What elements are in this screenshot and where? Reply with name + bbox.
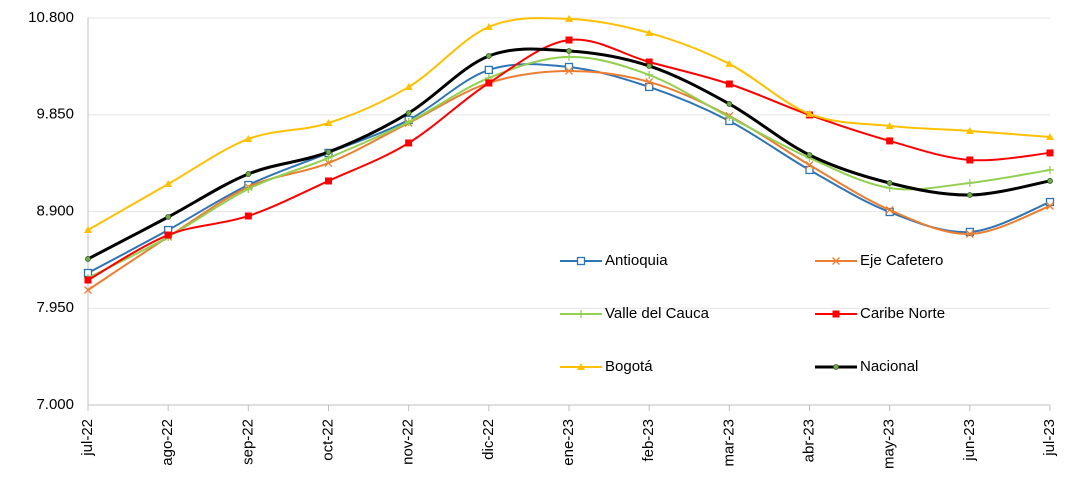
marker [84,286,92,294]
marker [645,28,654,36]
marker [565,14,573,22]
marker [324,153,333,162]
marker [566,48,572,54]
marker [485,79,493,87]
x-tick-label: may-23 [881,419,898,469]
marker [725,112,734,121]
legend-label: Caribe Norte [860,305,945,322]
marker [564,62,574,72]
marker [404,82,413,90]
legend-label: Nacional [860,358,918,375]
marker [1046,149,1054,157]
marker [1046,165,1054,174]
marker [645,82,654,92]
series-line [87,47,1051,261]
marker [577,363,585,370]
legend-label: Bogotá [605,358,653,375]
marker [805,160,814,169]
marker [965,227,974,237]
marker [886,137,894,145]
marker [885,121,894,129]
marker [966,192,973,198]
marker [325,177,332,185]
y-tick-label: 8.900 [36,202,74,219]
marker [576,256,586,266]
marker [1046,202,1054,210]
marker [725,80,733,88]
x-tick-label: jul-23 [1041,419,1058,457]
y-tick-label: 7.000 [36,396,74,413]
marker [484,22,493,30]
marker [646,63,653,69]
y-tick-label: 7.950 [36,299,74,316]
x-tick-label: dic-22 [480,419,497,460]
marker [725,59,734,67]
marker [244,134,253,142]
marker [164,231,172,239]
x-tick-label: nov-22 [400,419,417,465]
marker [645,58,653,66]
marker [645,77,654,86]
legend-label: Antioquia [605,252,668,269]
marker [1046,132,1054,140]
marker [484,65,493,75]
marker [886,180,893,186]
legend-label: Eje Cafetero [860,252,943,269]
marker [245,171,252,177]
x-tick-label: ene-23 [560,419,577,466]
marker [885,206,894,214]
marker [485,53,492,59]
x-tick-label: ago-22 [159,419,176,466]
legend: Antioquia Eje Cafetero Valle del Cauca Cari… [560,252,945,375]
x-tick-label: sep-22 [239,419,256,465]
marker [645,70,654,79]
x-tick-label: oct-22 [319,419,336,461]
marker [84,276,92,284]
series-line [87,38,1051,281]
legend-label: Valle del Cauca [605,305,710,322]
marker [832,257,840,265]
y-tick-label: 10.800 [28,9,74,26]
marker [565,52,573,61]
marker [244,184,253,193]
x-tick-label: mar-23 [720,419,737,467]
marker [165,214,172,220]
x-tick-label: feb-23 [640,419,657,462]
x-tick-label: abr-23 [800,419,817,462]
x-tick-label: jul-22 [79,419,96,457]
marker [565,66,573,75]
marker [244,212,252,220]
marker [965,230,974,238]
marker [565,36,573,44]
y-tick-label: 9.850 [36,106,74,123]
marker [164,180,173,188]
marker [806,152,813,158]
marker [966,156,974,164]
series-line [87,63,1051,274]
marker [84,226,92,234]
marker [965,178,974,187]
marker [324,118,333,126]
marker [1045,197,1055,207]
marker [965,126,974,134]
marker [405,110,412,116]
marker [726,101,733,107]
marker [1047,178,1053,184]
marker [85,256,91,262]
marker [805,165,814,175]
marker [805,109,814,117]
x-tick-label: jun-23 [961,419,978,462]
marker [577,310,585,318]
marker [324,159,333,167]
marker [325,149,332,155]
marker [405,139,413,147]
marker [833,364,839,370]
marker [832,310,840,318]
series-line [87,55,1051,279]
marker [404,117,413,126]
